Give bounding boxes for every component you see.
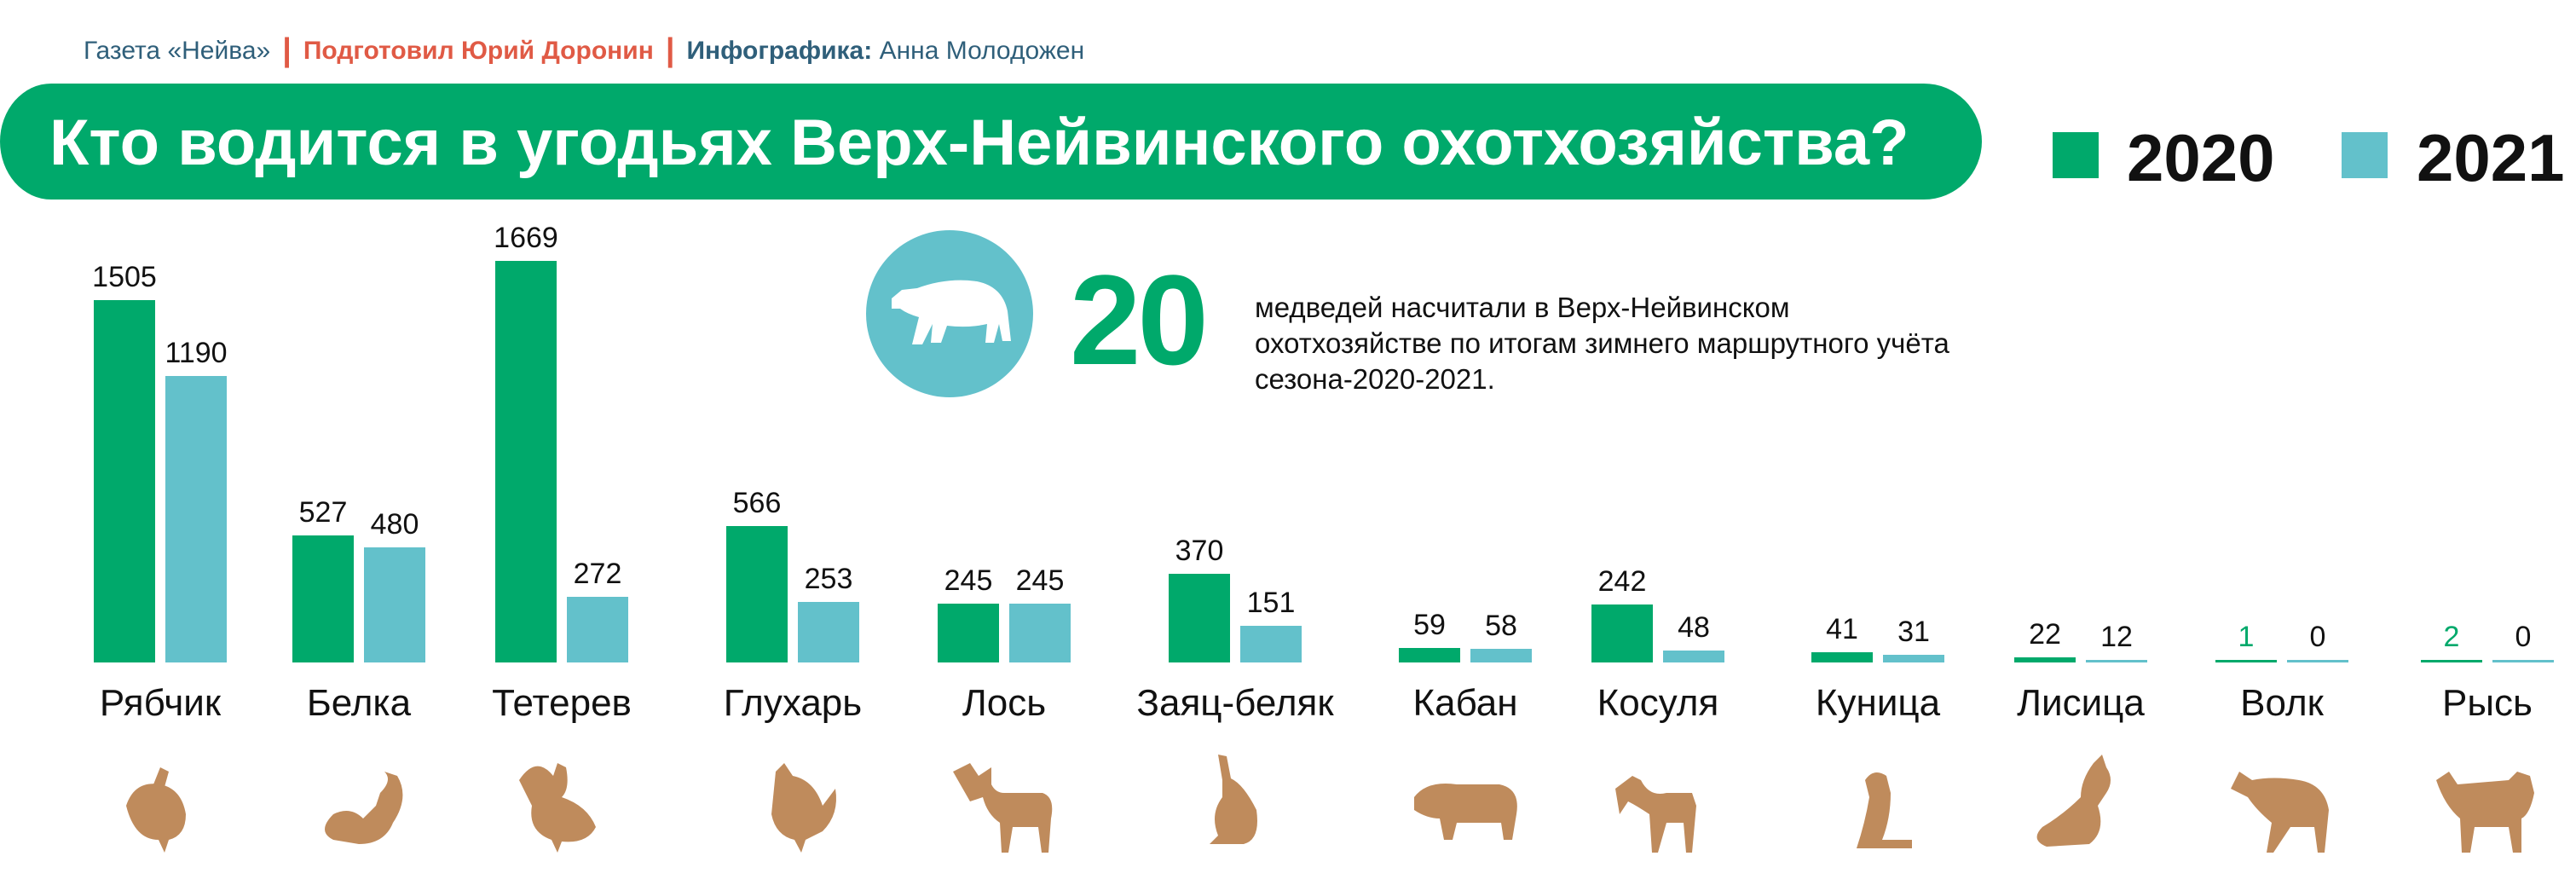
newspaper-name: Газета «Нейва» <box>84 36 271 65</box>
category-label: Косуля <box>1597 682 1719 724</box>
legend-swatch-2021 <box>2342 132 2388 178</box>
animal-silhouette-icon <box>1598 746 1718 857</box>
value-label-2020: 1505 <box>92 261 157 294</box>
category-label: Лось <box>962 682 1047 724</box>
animal-silhouette-icon <box>1818 746 1938 857</box>
infographic-label: Инфографика: <box>686 36 873 65</box>
value-label-2020: 59 <box>1413 609 1446 642</box>
bar-2020 <box>2014 657 2076 662</box>
category-label: Лисица <box>2017 682 2145 724</box>
category-label: Волк <box>2240 682 2324 724</box>
value-label-2020: 2 <box>2443 621 2460 653</box>
value-label-2020: 242 <box>1597 564 1647 598</box>
category-label: Глухарь <box>723 682 863 724</box>
bar-2020 <box>1811 652 1873 662</box>
value-label-2021: 0 <box>2309 621 2326 653</box>
bar-2021 <box>165 376 227 662</box>
value-label-2021: 48 <box>1678 611 1710 645</box>
category-label: Куница <box>1815 682 1941 724</box>
title-banner <box>0 84 1982 200</box>
bar-2021 <box>364 547 425 662</box>
author-credit: Подготовил Юрий Доронин <box>303 36 654 65</box>
bar-2020 <box>1591 604 1653 662</box>
bar-2021 <box>1009 603 1071 662</box>
animal-silhouette-icon <box>2428 746 2547 857</box>
bar-2021 <box>1663 651 1724 662</box>
value-label-2021: 245 <box>1015 564 1065 597</box>
category-label: Тетерев <box>492 682 632 724</box>
bar-2021 <box>2287 660 2348 662</box>
animal-silhouette-icon <box>2021 746 2140 857</box>
value-label-2020: 370 <box>1175 534 1224 567</box>
animal-silhouette-icon <box>733 746 852 857</box>
value-label-2020: 527 <box>298 496 348 529</box>
category-label: Белка <box>306 682 412 724</box>
value-label-2020: 566 <box>732 487 782 520</box>
category-label: Заяц-беляк <box>1136 682 1334 724</box>
category-label: Рысь <box>2442 682 2533 724</box>
bar-2021 <box>798 601 859 662</box>
legend-label-2020: 2020 <box>2127 120 2275 195</box>
animal-silhouette-icon <box>502 746 621 857</box>
value-label-2020: 245 <box>944 564 993 597</box>
value-label-2020: 1669 <box>494 222 558 254</box>
bar-2021 <box>2492 660 2554 662</box>
bar-2021 <box>2086 659 2147 662</box>
animal-silhouette-icon <box>299 746 419 857</box>
value-label-2021: 272 <box>573 558 622 591</box>
bear-description: медведей насчитали в Верх-Нейвинском охо… <box>1255 292 1949 395</box>
bear-badge <box>866 230 1033 397</box>
bar-2020 <box>1399 648 1460 662</box>
bar-2020 <box>2421 660 2482 662</box>
legend-label-2021: 2021 <box>2417 120 2565 195</box>
bear-count: 20 <box>1070 248 1209 391</box>
value-label-2020: 22 <box>2029 617 2061 651</box>
chart-title: Кто водится в угодьях Верх-Нейвинского о… <box>49 107 1909 179</box>
bar-2021 <box>1470 648 1532 662</box>
value-label-2021: 151 <box>1246 587 1296 620</box>
separator: | <box>665 32 675 68</box>
credits-line: Газета «Нейва» | Подготовил Юрий Доронин… <box>84 32 1084 69</box>
value-label-2021: 480 <box>370 507 419 541</box>
bar-2020 <box>938 603 999 662</box>
bar-2020 <box>1169 573 1230 662</box>
legend-swatch-2020 <box>2053 132 2099 178</box>
infographic-author: Анна Молодожен <box>879 36 1085 65</box>
bar-2020 <box>94 300 155 662</box>
animal-silhouette-icon <box>2222 746 2342 857</box>
bar-2021 <box>1240 626 1302 662</box>
value-label-2020: 1 <box>2238 621 2255 653</box>
bar-2020 <box>495 261 557 662</box>
bar-2021 <box>567 597 628 662</box>
separator: | <box>282 32 292 68</box>
animal-silhouette-icon <box>101 746 220 857</box>
bar-2021 <box>1883 655 1944 662</box>
bar-2020 <box>726 526 788 662</box>
value-label-2021: 253 <box>804 562 853 595</box>
bar-2020 <box>2215 660 2277 662</box>
bar-2020 <box>292 535 354 662</box>
category-label: Рябчик <box>99 682 222 724</box>
value-label-2021: 31 <box>1897 616 1930 649</box>
value-label-2021: 0 <box>2515 621 2532 653</box>
value-label-2021: 1190 <box>165 337 228 370</box>
category-label: Кабан <box>1412 682 1518 724</box>
bear-icon <box>892 280 1011 344</box>
animal-silhouette-icon <box>1175 746 1295 857</box>
animal-silhouette-icon <box>1406 746 1525 857</box>
value-label-2021: 12 <box>2100 620 2133 653</box>
animal-silhouette-icon <box>944 746 1064 857</box>
value-label-2021: 58 <box>1485 609 1517 642</box>
value-label-2020: 41 <box>1826 613 1858 646</box>
